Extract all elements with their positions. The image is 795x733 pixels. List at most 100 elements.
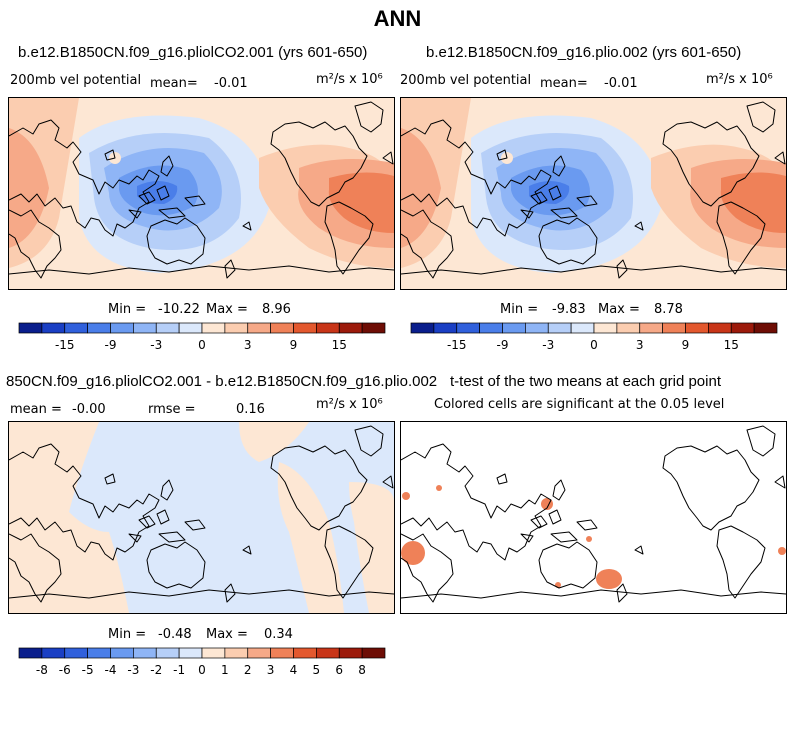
colorbar-swatch: [178, 647, 203, 659]
colorbar-swatch: [133, 322, 157, 334]
colorbar-swatch: [247, 647, 271, 659]
colorbar-tick-label: -8: [36, 663, 48, 677]
colorbar-swatch: [338, 322, 363, 334]
colorbar-tick-label: 0: [590, 338, 598, 352]
colorbar-swatch: [662, 322, 686, 334]
panel1-mean-value: -0.01: [214, 76, 248, 91]
panel3-min-label: Min =: [108, 627, 147, 642]
colorbar-tick-label: 6: [335, 663, 343, 677]
panel3-min-value: -0.48: [158, 627, 192, 642]
colorbar-swatch: [270, 322, 294, 334]
sig-cell: [596, 569, 622, 589]
panel2-map: [400, 97, 787, 290]
panel2-units: m²/s x 10⁶: [706, 72, 773, 87]
colorbar-swatch: [87, 647, 111, 659]
colorbar-swatch: [547, 322, 572, 334]
sig-cell: [402, 492, 410, 500]
panel1-right-warm-core: [328, 172, 394, 233]
colorbar-swatch: [18, 647, 43, 659]
panel3-north-warm: [239, 422, 309, 462]
colorbar-swatch: [155, 322, 180, 334]
panel2-variable: 200mb vel potential: [400, 73, 532, 88]
panel1-max-label: Max =: [206, 302, 248, 317]
colorbar-swatch: [525, 322, 549, 334]
panel1-variable: 200mb vel potential: [10, 73, 142, 88]
colorbar-swatch: [64, 322, 88, 334]
colorbar-swatch: [616, 322, 641, 334]
panel3-units: m²/s x 10⁶: [316, 397, 383, 412]
colorbar-swatch: [730, 322, 755, 334]
panel2-max-value: 8.78: [654, 302, 683, 317]
colorbar-swatch: [41, 322, 66, 334]
colorbar-swatch: [201, 322, 226, 334]
panel2-right-warm-core: [720, 172, 786, 233]
panel3-left-warm: [9, 422, 129, 613]
panel4-bg: [401, 422, 786, 613]
colorbar-swatch: [361, 322, 386, 334]
panel2-min-value: -9.83: [552, 302, 586, 317]
colorbar-swatch: [293, 322, 317, 334]
panel3-rmse-label: rmse =: [148, 402, 196, 417]
colorbar-tick-label: 0: [198, 663, 206, 677]
panel1-mean-label: mean=: [150, 76, 198, 91]
colorbar-swatch: [41, 647, 66, 659]
colorbar-swatch: [753, 322, 778, 334]
colorbar-swatch: [456, 322, 480, 334]
colorbar-tick-label: 15: [724, 338, 739, 352]
colorbar-swatch: [87, 322, 111, 334]
colorbar-swatch: [18, 322, 43, 334]
colorbar-tick-label: 3: [636, 338, 644, 352]
panel3-right-warm: [349, 482, 394, 613]
panel4-subtitle: Colored cells are significant at the 0.0…: [434, 397, 725, 412]
panel2-colorbar: -15 -9 -3 0 3 9 15: [410, 322, 778, 352]
panel1-map: [8, 97, 395, 290]
colorbar-swatch: [110, 322, 134, 334]
panel3-max-value: 0.34: [264, 627, 293, 642]
colorbar-swatch: [338, 647, 363, 659]
colorbar-tick-label: -2: [150, 663, 162, 677]
panel2-mean-value: -0.01: [604, 76, 638, 91]
panel1-max-value: 8.96: [262, 302, 291, 317]
colorbar-tick-label: -5: [82, 663, 94, 677]
sig-cell: [401, 541, 425, 565]
sig-cell: [778, 547, 786, 555]
colorbar-tick-label: 15: [332, 338, 347, 352]
colorbar-tick-label: -3: [150, 338, 162, 352]
colorbar-tick-label: -3: [542, 338, 554, 352]
colorbar-tick-label: 3: [244, 338, 252, 352]
colorbar-swatch: [479, 322, 503, 334]
figure-title: ANN: [373, 6, 422, 31]
colorbar-swatch: [133, 647, 157, 659]
colorbar-swatch: [224, 322, 249, 334]
colorbar-swatch: [178, 322, 203, 334]
panel1-title: b.e12.B1850CN.f09_g16.pliolCO2.001 (yrs …: [18, 44, 368, 61]
colorbar-swatch: [593, 322, 618, 334]
panel3-mid-warm: [277, 462, 344, 613]
panel2-max-label: Max =: [598, 302, 640, 317]
colorbar-swatch: [155, 647, 180, 659]
colorbar-swatch: [361, 647, 386, 659]
colorbar-swatch: [502, 322, 526, 334]
colorbar-tick-label: 5: [313, 663, 321, 677]
panel2-title: b.e12.B1850CN.f09_g16.plio.002 (yrs 601-…: [426, 44, 742, 61]
colorbar-tick-label: -4: [105, 663, 117, 677]
colorbar-swatch: [270, 647, 294, 659]
colorbar-swatch: [110, 647, 134, 659]
colorbar-swatch: [293, 647, 317, 659]
panel1-min-value: -10.22: [158, 302, 200, 317]
colorbar-swatch: [433, 322, 458, 334]
panel3-title: 850CN.f09_g16.pliolCO2.001 - b.e12.B1850…: [6, 373, 438, 390]
colorbar-tick-label: -15: [447, 338, 467, 352]
colorbar-swatch: [201, 647, 226, 659]
colorbar-tick-label: 4: [290, 663, 298, 677]
colorbar-swatch: [639, 322, 663, 334]
colorbar-tick-label: 3: [267, 663, 275, 677]
colorbar-tick-label: -3: [127, 663, 139, 677]
sig-cell: [586, 536, 592, 542]
panel2-mean-label: mean=: [540, 76, 588, 91]
panel1-min-label: Min =: [108, 302, 147, 317]
colorbar-tick-label: 0: [198, 338, 206, 352]
panel2-min-label: Min =: [500, 302, 539, 317]
panel4-map: [400, 421, 787, 614]
colorbar-tick-label: 2: [244, 663, 252, 677]
